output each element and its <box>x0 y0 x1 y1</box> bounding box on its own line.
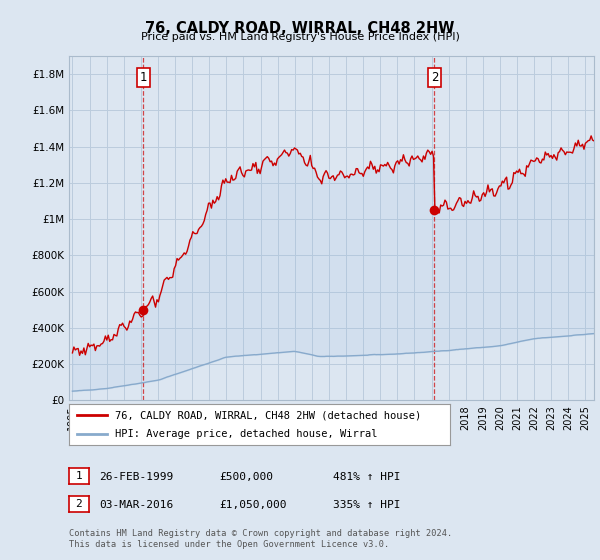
Text: £500,000: £500,000 <box>219 472 273 482</box>
Text: HPI: Average price, detached house, Wirral: HPI: Average price, detached house, Wirr… <box>115 429 377 439</box>
Text: 2: 2 <box>76 499 82 509</box>
Text: 2: 2 <box>431 71 438 84</box>
Text: Price paid vs. HM Land Registry's House Price Index (HPI): Price paid vs. HM Land Registry's House … <box>140 32 460 43</box>
Text: 76, CALDY ROAD, WIRRAL, CH48 2HW: 76, CALDY ROAD, WIRRAL, CH48 2HW <box>145 21 455 36</box>
Text: 1: 1 <box>140 71 147 84</box>
Text: 335% ↑ HPI: 335% ↑ HPI <box>333 500 401 510</box>
Text: 481% ↑ HPI: 481% ↑ HPI <box>333 472 401 482</box>
Text: Contains HM Land Registry data © Crown copyright and database right 2024.
This d: Contains HM Land Registry data © Crown c… <box>69 529 452 549</box>
Text: £1,050,000: £1,050,000 <box>219 500 287 510</box>
Text: 26-FEB-1999: 26-FEB-1999 <box>99 472 173 482</box>
Text: 76, CALDY ROAD, WIRRAL, CH48 2HW (detached house): 76, CALDY ROAD, WIRRAL, CH48 2HW (detach… <box>115 410 421 421</box>
Text: 1: 1 <box>76 471 82 481</box>
Text: 03-MAR-2016: 03-MAR-2016 <box>99 500 173 510</box>
